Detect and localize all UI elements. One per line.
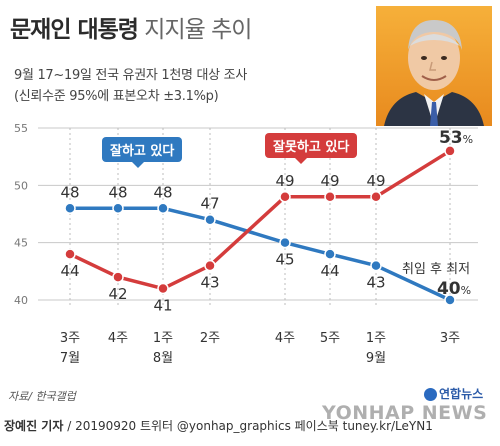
data-label: 53%	[439, 128, 473, 148]
x-month-label: 9월	[366, 351, 386, 366]
x-tick-label: 1주	[366, 331, 386, 346]
data-point	[64, 202, 76, 215]
data-label: 42	[108, 285, 127, 303]
data-source: 자료/ 한국갤럽	[8, 390, 76, 403]
data-point	[112, 271, 124, 283]
logo-icon	[424, 388, 437, 401]
data-point	[324, 191, 336, 203]
data-label: 47	[200, 195, 219, 213]
data-point	[112, 202, 124, 215]
data-label: 49	[366, 172, 385, 190]
data-point	[157, 202, 169, 215]
series-line	[69, 149, 451, 291]
data-point	[204, 259, 216, 272]
data-label: 48	[153, 183, 172, 201]
data-label: 49	[275, 172, 294, 190]
data-point	[279, 191, 291, 203]
bad-label-bubble: 잘못하고 있다	[265, 133, 358, 164]
logo-text: 연합뉴스	[439, 387, 484, 401]
x-tick-label: 1주	[153, 331, 173, 346]
data-label: 44	[320, 262, 339, 280]
credit-line: 장예진 기자 / 20190920 트위터 @yonhap_graphics 페…	[4, 417, 433, 434]
y-tick-label: 40	[14, 294, 28, 307]
data-label-unit: %	[461, 284, 471, 297]
margin-of-error: (신뢰수준 95%에 표본오차 ±3.1%p)	[14, 89, 219, 104]
data-point	[324, 248, 336, 260]
data-point	[444, 145, 456, 157]
watermark: YONHAP NEWS	[322, 402, 488, 424]
credit-details: / 20190920 트위터 @yonhap_graphics 페이스북 tun…	[63, 419, 433, 433]
x-month-label: 8월	[153, 351, 173, 366]
y-tick-label: 45	[14, 237, 28, 250]
president-portrait	[376, 6, 492, 126]
yonhap-logo: 연합뉴스	[424, 385, 483, 402]
x-month-label: 7월	[60, 351, 80, 366]
data-label: 43	[366, 274, 385, 292]
title-main: 문재인 대통령	[10, 17, 139, 43]
y-tick-label: 50	[14, 179, 28, 192]
data-label: 45	[275, 251, 294, 269]
data-label: 49	[320, 172, 339, 190]
x-tick-label: 4주	[108, 331, 128, 346]
x-tick-label: 3주	[440, 331, 460, 346]
x-tick-label: 2주	[200, 331, 220, 346]
data-label: 48	[60, 183, 79, 201]
y-tick-label: 55	[14, 122, 28, 135]
survey-info: 9월 17~19일 전국 유권자 1천명 대상 조사	[14, 68, 247, 83]
data-point	[157, 282, 169, 295]
title-sub: 지지율 추이	[144, 17, 252, 43]
data-point	[370, 191, 382, 203]
data-point	[64, 248, 76, 260]
reporter-name: 장예진 기자	[4, 419, 64, 433]
x-tick-label: 5주	[320, 331, 340, 346]
good-label-bubble: 잘하고 있다	[102, 137, 183, 168]
data-point	[370, 259, 382, 272]
chart-title: 문재인 대통령 지지율 추이	[10, 10, 252, 44]
record-low-note: 취임 후 최저	[402, 262, 471, 277]
x-tick-label: 4주	[275, 331, 295, 346]
data-point	[279, 236, 291, 249]
data-label: 44	[60, 262, 79, 280]
data-label: 41	[153, 297, 172, 315]
data-point	[444, 294, 456, 306]
data-label: 43	[200, 274, 219, 292]
data-label: 48	[108, 183, 127, 201]
x-tick-label: 3주	[60, 331, 80, 346]
data-label-unit: %	[463, 133, 473, 146]
data-point	[204, 213, 216, 226]
data-label: 40%	[437, 279, 471, 299]
